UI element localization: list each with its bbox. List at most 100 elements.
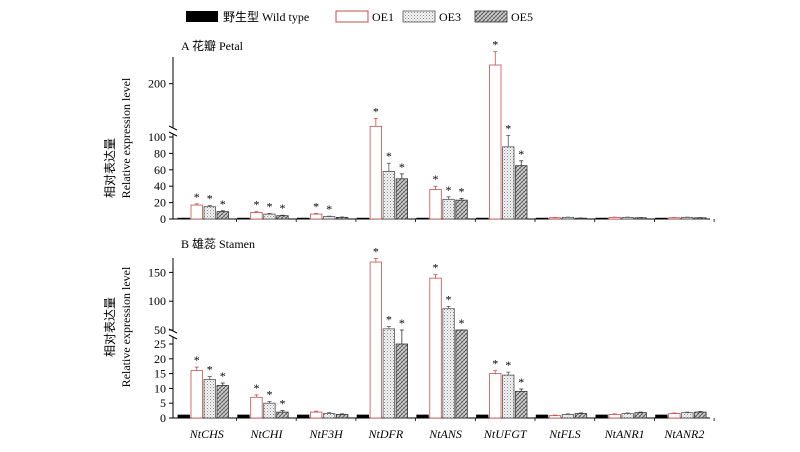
panel-b-bar-oe1-ntchs [190, 370, 203, 419]
panel-a-bar-oe5-ntans [455, 199, 468, 220]
panel-b-bar-wt-ntchi [237, 414, 250, 419]
panel-b-significance-star: * [373, 245, 379, 259]
panel-a-bar-oe1-ntans [429, 189, 442, 220]
legend-swatch-wild-type [186, 11, 218, 22]
panel-a-bar-oe3-ntufgt [502, 146, 515, 220]
panel-a-significance-star: * [194, 190, 200, 204]
x-category-label: NtANR2 [663, 427, 704, 441]
panel-a-significance-star: * [446, 183, 452, 197]
panel-a-significance-star: * [505, 121, 511, 135]
panel-b-stamen: B 雄蕊 Stamen 相对表达量 Relative expression le… [103, 236, 715, 425]
panel-a-bar-oe3-ntf3h [322, 216, 336, 220]
panel-b-significance-star: * [279, 397, 285, 411]
x-category-label: NtF3H [308, 427, 344, 441]
panel-a-significance-star: * [518, 147, 524, 161]
panel-a-bar-oe1-ntanr1 [608, 216, 621, 220]
x-category-label: NtCHS [189, 427, 224, 441]
panel-a-bar-oe5-ntufgt [515, 165, 528, 220]
panel-a-y-tick-label: 20 [154, 196, 166, 210]
panel-a-label: A 花瓣 Petal [181, 38, 244, 53]
x-category-label: NtDFR [368, 427, 404, 441]
panel-a-bar-wt-ntchs [177, 217, 190, 220]
panel-a-bar-oe3-ntchs [203, 206, 216, 220]
legend: 野生型 Wild type OE1 OE3 OE5 [186, 10, 533, 24]
panel-b-significance-star: * [253, 381, 259, 395]
panel-b-bar-oe5-ntdfr [395, 343, 409, 419]
panel-b-bar-oe3-ntchs [203, 379, 216, 419]
panel-b-significance-star: * [399, 316, 405, 330]
panel-b-bar-oe3-ntfls [561, 414, 575, 419]
panel-a-bar-wt-ntufgt [476, 217, 489, 220]
panel-a-bar-wt-ntchi [237, 217, 250, 220]
panel-b-significance-star: * [459, 316, 465, 330]
panel-b-significance-star: * [207, 363, 213, 377]
legend-swatch-oe3 [402, 10, 436, 23]
panel-a-bar-oe3-ntanr1 [621, 216, 634, 220]
panel-b-bar-oe3-ntans [442, 308, 455, 419]
panel-a-significance-star: * [459, 185, 465, 199]
panel-a-bar-wt-ntdfr [356, 217, 370, 220]
panel-b-bar-oe5-ntufgt [515, 390, 528, 419]
panel-a-y-tick-label: 80 [154, 146, 166, 160]
panel-b-y-tick-label: 10 [154, 381, 166, 395]
panel-a-y-tick-label: 60 [154, 163, 166, 177]
panel-a-significance-star: * [386, 149, 392, 163]
panel-b-significance-star: * [518, 375, 524, 389]
panel-b-significance-star: * [446, 292, 452, 306]
panel-b-y-tick-label: 15 [154, 367, 166, 381]
panel-a-bar-oe1-ntf3h [309, 213, 323, 220]
panel-a-significance-star: * [253, 198, 259, 212]
panel-b-significance-star: * [433, 261, 439, 275]
panel-b-y-tick-label: 100 [148, 294, 166, 308]
legend-label-wild-type: 野生型 Wild type [223, 10, 309, 24]
panel-b-bar-oe1-ntchi [250, 396, 263, 419]
legend-label-oe1: OE1 [372, 10, 394, 24]
panel-b-bar-oe5-ntchi [276, 411, 289, 419]
panel-a-significance-star: * [220, 197, 226, 211]
panel-b-bar-wt-ntchs [177, 414, 190, 419]
panel-b-y-axis-label: 相对表达量 Relative expression level [103, 266, 133, 387]
panel-b-significance-star: * [386, 313, 392, 327]
legend-swatch-oe5 [474, 10, 508, 23]
panel-b-y-tick-label: 25 [154, 337, 166, 351]
panel-a-significance-star: * [279, 201, 285, 215]
panel-a-y-tick-label: 200 [148, 77, 166, 91]
panel-a-significance-star: * [313, 199, 319, 213]
panel-b-bar-oe1-ntfls [548, 415, 562, 419]
panel-a-significance-star: * [399, 160, 405, 174]
panel-a-axis-break-mark [168, 131, 178, 137]
panel-a-bar-wt-ntanr2 [655, 217, 668, 220]
panel-b-bar-wt-ntans [416, 414, 429, 419]
panel-a-bar-wt-ntfls [535, 217, 549, 220]
panel-a-y-tick-label: 0 [160, 212, 166, 226]
x-category-label: NtUFGT [483, 427, 528, 441]
panel-a-bar-oe3-ntchi [263, 213, 276, 220]
panel-b-bar-oe1-ntdfr [369, 261, 383, 419]
panel-a-significance-star: * [433, 172, 439, 186]
x-category-label: NtCHI [249, 427, 283, 441]
panel-b-bar-oe5-ntf3h [335, 414, 349, 419]
panel-b-bar-wt-ntdfr [356, 414, 370, 419]
panel-a-bar-oe1-ntanr2 [668, 217, 681, 220]
panel-a-petal: A 花瓣 Petal 相对表达量 Relative expression lev… [103, 38, 715, 226]
panel-a-bar-oe1-ntdfr [369, 125, 383, 220]
panel-b-bar-oe5-ntanr2 [694, 411, 707, 419]
x-category-labels: NtCHS NtCHI NtF3H NtDFR NtANS NtUFGT NtFLS NtAN… [189, 427, 705, 441]
panel-a-y-tick-label: 100 [148, 130, 166, 144]
panel-a-bar-oe1-ntufgt [489, 64, 502, 220]
panel-b-bar-oe3-ntanr2 [681, 412, 694, 419]
panel-b-bar-oe5-ntanr1 [634, 412, 647, 419]
panel-a-bar-wt-ntanr1 [595, 217, 608, 220]
panel-b-bar-oe5-ntchs [216, 385, 229, 419]
panel-a-bar-oe1-ntchs [190, 204, 203, 220]
panel-b-y-tick-label: 5 [160, 396, 166, 410]
x-category-label: NtANR1 [604, 427, 645, 441]
panel-a-plot-area: 0 20 40 60 80 100 200 * * * * * * * * * * * * * * * * * [148, 38, 715, 226]
panel-a-bar-oe5-ntdfr [395, 178, 409, 220]
panel-b-bar-oe3-ntanr1 [621, 413, 634, 419]
legend-label-oe3: OE3 [439, 10, 461, 24]
panel-b-significance-star: * [194, 353, 200, 367]
panel-b-bar-wt-ntanr1 [595, 414, 608, 419]
panel-a-significance-star: * [326, 202, 332, 216]
